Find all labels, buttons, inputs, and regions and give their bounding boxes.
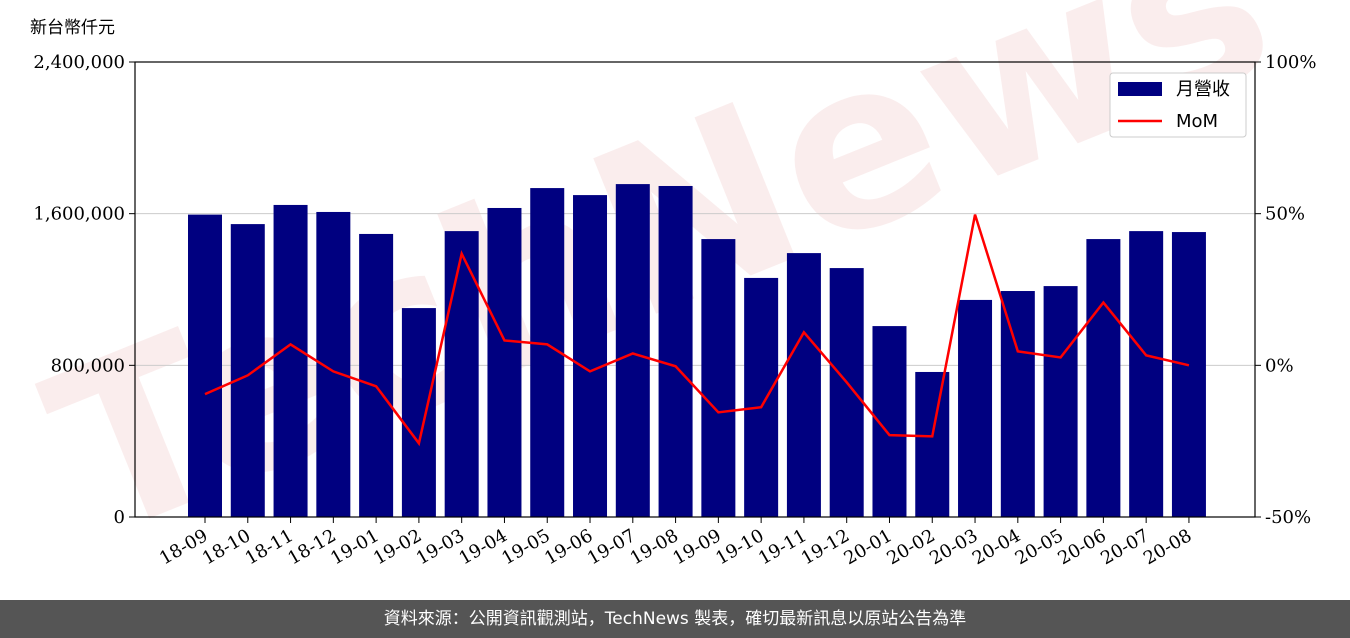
bar [615,184,650,517]
y-axis-label: 新台幣仟元 [30,18,115,38]
bar [658,185,693,518]
legend-label: 月營收 [1176,79,1230,100]
x-tick-label: 20-01 [841,525,896,569]
x-tick-label: 19-04 [456,525,511,569]
x-tick-label: 20-05 [1012,525,1067,569]
x-tick-label: 19-07 [584,525,639,569]
legend-swatch [1118,82,1162,96]
footer: 資料來源：公開資訊觀測站，TechNews 製表，確切最新訊息以原站公告為準 [0,600,1350,638]
x-tick-label: 20-08 [1140,525,1195,569]
x-tick-label: 20-07 [1097,525,1152,569]
bar [487,207,522,517]
bar [1000,291,1035,517]
bar [958,299,993,517]
x-tick-label: 19-12 [798,525,853,569]
x-tick-label: 19-06 [541,525,596,569]
x-tick-label: 19-05 [498,525,553,569]
x-tick-label: 19-02 [370,525,425,569]
y-tick-label: 0 [114,507,125,528]
bar [701,239,736,517]
chart: 新台幣仟元 TechNews 0800,0001,600,0002,400,00… [17,0,1316,591]
plot-frame [134,61,1256,518]
bar [188,214,222,518]
x-tick-label: 19-11 [755,525,810,569]
x-tick-label: 19-09 [669,525,724,569]
y-tick-label: 800,000 [51,355,125,376]
line [204,214,1190,447]
bar [1129,231,1164,517]
x-tick-label: 18-12 [284,525,339,569]
bar [401,308,436,517]
y-tick-label: 1,600,000 [33,204,125,225]
legend-label: MoM [1176,111,1218,132]
bar [273,204,308,517]
bar [1171,232,1206,517]
bar [744,277,779,517]
x-tick-label: 20-02 [883,525,938,569]
bar [444,231,479,517]
x-tick-label: 19-01 [327,525,382,569]
bar [786,253,821,517]
y2-tick-label: 100% [1265,52,1316,73]
y2-tick-label: 50% [1265,204,1305,225]
bar [1043,286,1078,517]
x-tick-label: 20-04 [969,525,1024,569]
x-tick-label: 19-03 [413,525,468,569]
x-tick-label: 20-03 [926,525,981,569]
bar [359,233,394,517]
x-tick-label: 19-08 [627,525,682,569]
bar [573,195,608,517]
bar [915,371,950,517]
x-tick-label: 19-10 [712,525,767,569]
y-tick-label: 2,400,000 [33,52,125,73]
x-tick-label: 20-06 [1054,525,1109,569]
y2-tick-label: -50% [1265,507,1311,528]
y2-tick-label: 0% [1265,355,1294,376]
bar [230,224,265,517]
bar [829,268,864,517]
bar [1086,239,1121,517]
